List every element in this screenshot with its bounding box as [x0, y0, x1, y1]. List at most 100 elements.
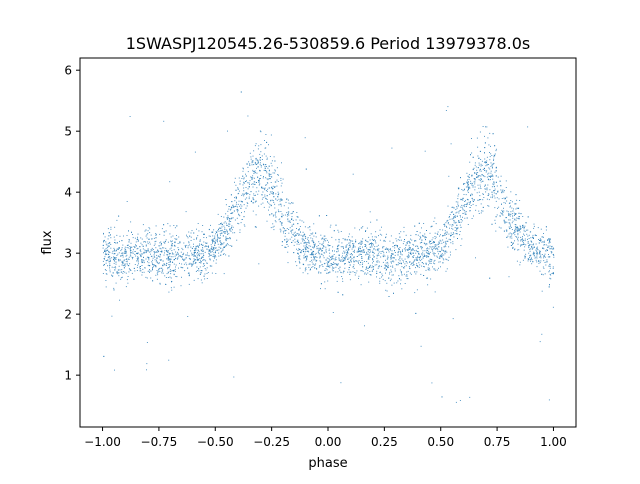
data-point [435, 245, 437, 247]
data-point [414, 225, 416, 227]
data-point [372, 250, 374, 252]
data-point [480, 175, 482, 177]
data-point [224, 231, 226, 233]
data-point [400, 283, 401, 285]
data-point [170, 247, 172, 249]
data-point [451, 211, 453, 213]
data-point [352, 271, 354, 273]
data-point [143, 271, 145, 273]
data-point [145, 244, 147, 246]
data-point [310, 233, 312, 235]
data-point [270, 182, 272, 183]
data-point [529, 248, 531, 250]
data-point [436, 244, 438, 246]
data-point [302, 236, 304, 238]
data-point [535, 235, 537, 236]
data-point [506, 221, 508, 223]
data-point [119, 235, 121, 237]
data-point [451, 225, 453, 227]
data-point [130, 252, 132, 254]
data-point [181, 263, 183, 265]
data-point [482, 175, 484, 176]
data-point [540, 240, 541, 242]
data-point [537, 253, 539, 255]
data-point [187, 245, 189, 247]
data-point [200, 253, 202, 255]
data-point [328, 272, 330, 274]
data-point [121, 254, 123, 256]
data-point [266, 141, 268, 143]
data-point [480, 170, 482, 172]
data-point [111, 252, 113, 254]
data-point [513, 232, 515, 234]
data-point [111, 257, 113, 259]
data-point [308, 251, 310, 253]
data-point [132, 249, 134, 251]
data-point [418, 256, 420, 258]
data-point [266, 178, 268, 180]
data-point [150, 270, 152, 272]
data-point [113, 253, 115, 255]
data-point [232, 204, 234, 206]
data-point [319, 243, 321, 245]
data-point [170, 240, 172, 242]
data-point [378, 261, 380, 263]
data-point [200, 261, 202, 262]
data-point [260, 166, 262, 168]
data-point [528, 234, 530, 236]
data-point [374, 236, 376, 238]
data-point [366, 247, 368, 249]
data-point [445, 222, 447, 224]
data-point [149, 228, 151, 230]
data-point [444, 235, 446, 236]
data-point [264, 194, 266, 196]
data-point [334, 250, 335, 252]
data-point [480, 165, 482, 167]
data-point [160, 248, 162, 250]
data-point [353, 264, 355, 266]
data-point [298, 256, 300, 258]
data-point [118, 248, 120, 249]
data-point [324, 262, 326, 264]
data-point [486, 187, 488, 189]
data-point [423, 266, 425, 268]
data-point [224, 227, 226, 229]
data-point [178, 249, 180, 251]
data-point [251, 183, 253, 185]
data-point [478, 164, 480, 166]
data-point [424, 250, 426, 252]
data-point [511, 237, 513, 239]
data-point [332, 255, 333, 257]
data-point [229, 218, 231, 219]
data-point [547, 256, 549, 258]
data-point [525, 256, 526, 258]
data-point [200, 262, 202, 264]
data-point [462, 212, 464, 214]
data-point [302, 238, 304, 240]
data-point [223, 231, 225, 233]
data-point [390, 278, 392, 280]
data-point [145, 229, 147, 231]
data-point [529, 250, 531, 252]
data-point [135, 244, 136, 246]
data-point [132, 256, 134, 258]
data-point [350, 271, 352, 273]
data-point [353, 251, 355, 253]
data-point [392, 257, 394, 258]
data-point [524, 225, 526, 227]
data-point [379, 277, 381, 279]
data-point [292, 240, 294, 242]
data-point [120, 252, 122, 254]
data-point [320, 288, 321, 290]
data-point [298, 234, 300, 236]
data-point [311, 261, 313, 263]
data-point [282, 227, 284, 229]
data-point [523, 228, 525, 230]
data-point [323, 252, 325, 254]
data-point [482, 180, 484, 182]
data-point [548, 265, 550, 267]
data-point [108, 242, 110, 244]
data-point [119, 240, 120, 242]
data-point [245, 181, 247, 182]
data-point [358, 260, 360, 262]
